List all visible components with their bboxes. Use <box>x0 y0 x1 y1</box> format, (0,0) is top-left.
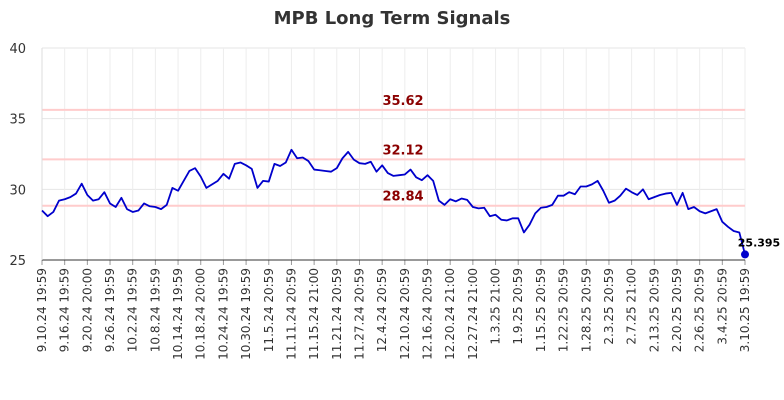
signal-level-label: 32.12 <box>382 143 423 158</box>
signal-level-label: 35.62 <box>382 94 423 109</box>
x-tick-label: 2.7.25 21:00 <box>625 268 639 345</box>
x-tick-label: 10.18.24 20:00 <box>194 268 208 360</box>
signal-level-label: 28.84 <box>382 190 423 205</box>
x-tick-label: 10.2.24 19:59 <box>126 268 140 352</box>
x-tick-label: 2.13.25 20:59 <box>647 268 661 352</box>
x-tick-label: 10.8.24 19:59 <box>148 268 162 352</box>
x-tick-label: 10.30.24 19:59 <box>239 268 253 360</box>
grid-layer <box>41 47 746 261</box>
x-tick-label: 12.20.24 21:00 <box>443 268 457 360</box>
x-tick-label: 2.26.25 20:59 <box>693 268 707 352</box>
x-tick-label: 11.11.24 20:59 <box>284 268 298 360</box>
x-tick-label: 1.9.25 20:59 <box>511 268 525 345</box>
x-tick-label: 11.27.24 20:59 <box>352 268 366 360</box>
y-tick-label: 40 <box>9 42 26 57</box>
signal-levels <box>42 108 745 207</box>
price-series-line <box>41 148 746 255</box>
x-tick-label: 3.4.25 20:59 <box>715 268 729 345</box>
x-tick-label: 11.21.24 20:59 <box>330 268 344 360</box>
x-tick-label: 12.4.24 20:59 <box>375 268 389 352</box>
x-tick-label: 2.3.25 20:59 <box>602 268 616 345</box>
x-tick-label: 12.16.24 20:59 <box>421 268 435 360</box>
x-tick-label: 12.27.24 21:00 <box>466 268 480 360</box>
axes: 25 30 35 40 9.10.24 19:59 9.16.24 19:59 9.20.2… <box>9 42 752 360</box>
y-tick-label: 35 <box>9 113 26 128</box>
x-tick-label: 11.5.24 20:59 <box>262 268 276 352</box>
x-tick-label: 12.10.24 20:59 <box>398 268 412 360</box>
x-tick-label: 1.22.25 20:59 <box>557 268 571 352</box>
x-tick-label: 9.20.24 20:00 <box>80 268 94 352</box>
x-tick-label: 3.10.25 19:59 <box>738 268 752 352</box>
labels-layer: 35.62 32.12 28.84 25.395 <box>382 94 780 250</box>
x-tick-label: 2.20.25 20:59 <box>670 268 684 352</box>
last-value-label: 25.395 <box>738 236 780 249</box>
last-value-point <box>741 250 749 259</box>
y-tick-label: 25 <box>9 254 26 269</box>
x-tick-label: 1.3.25 21:00 <box>489 268 503 345</box>
x-tick-label: 1.28.25 20:59 <box>579 268 593 352</box>
chart-title: MPB Long Term Signals <box>273 8 511 29</box>
x-tick-label: 10.24.24 19:59 <box>216 268 230 360</box>
x-tick-label: 1.15.25 20:59 <box>534 268 548 352</box>
x-tick-label: 11.15.24 21:00 <box>307 268 321 360</box>
x-tick-label: 9.16.24 19:59 <box>58 268 72 352</box>
x-tick-label: 10.14.24 19:59 <box>171 268 185 360</box>
y-tick-label: 30 <box>9 183 26 198</box>
x-tick-label: 9.10.24 19:59 <box>35 268 49 352</box>
x-tick-label: 9.26.24 19:59 <box>103 268 117 352</box>
series-layer <box>41 148 749 259</box>
